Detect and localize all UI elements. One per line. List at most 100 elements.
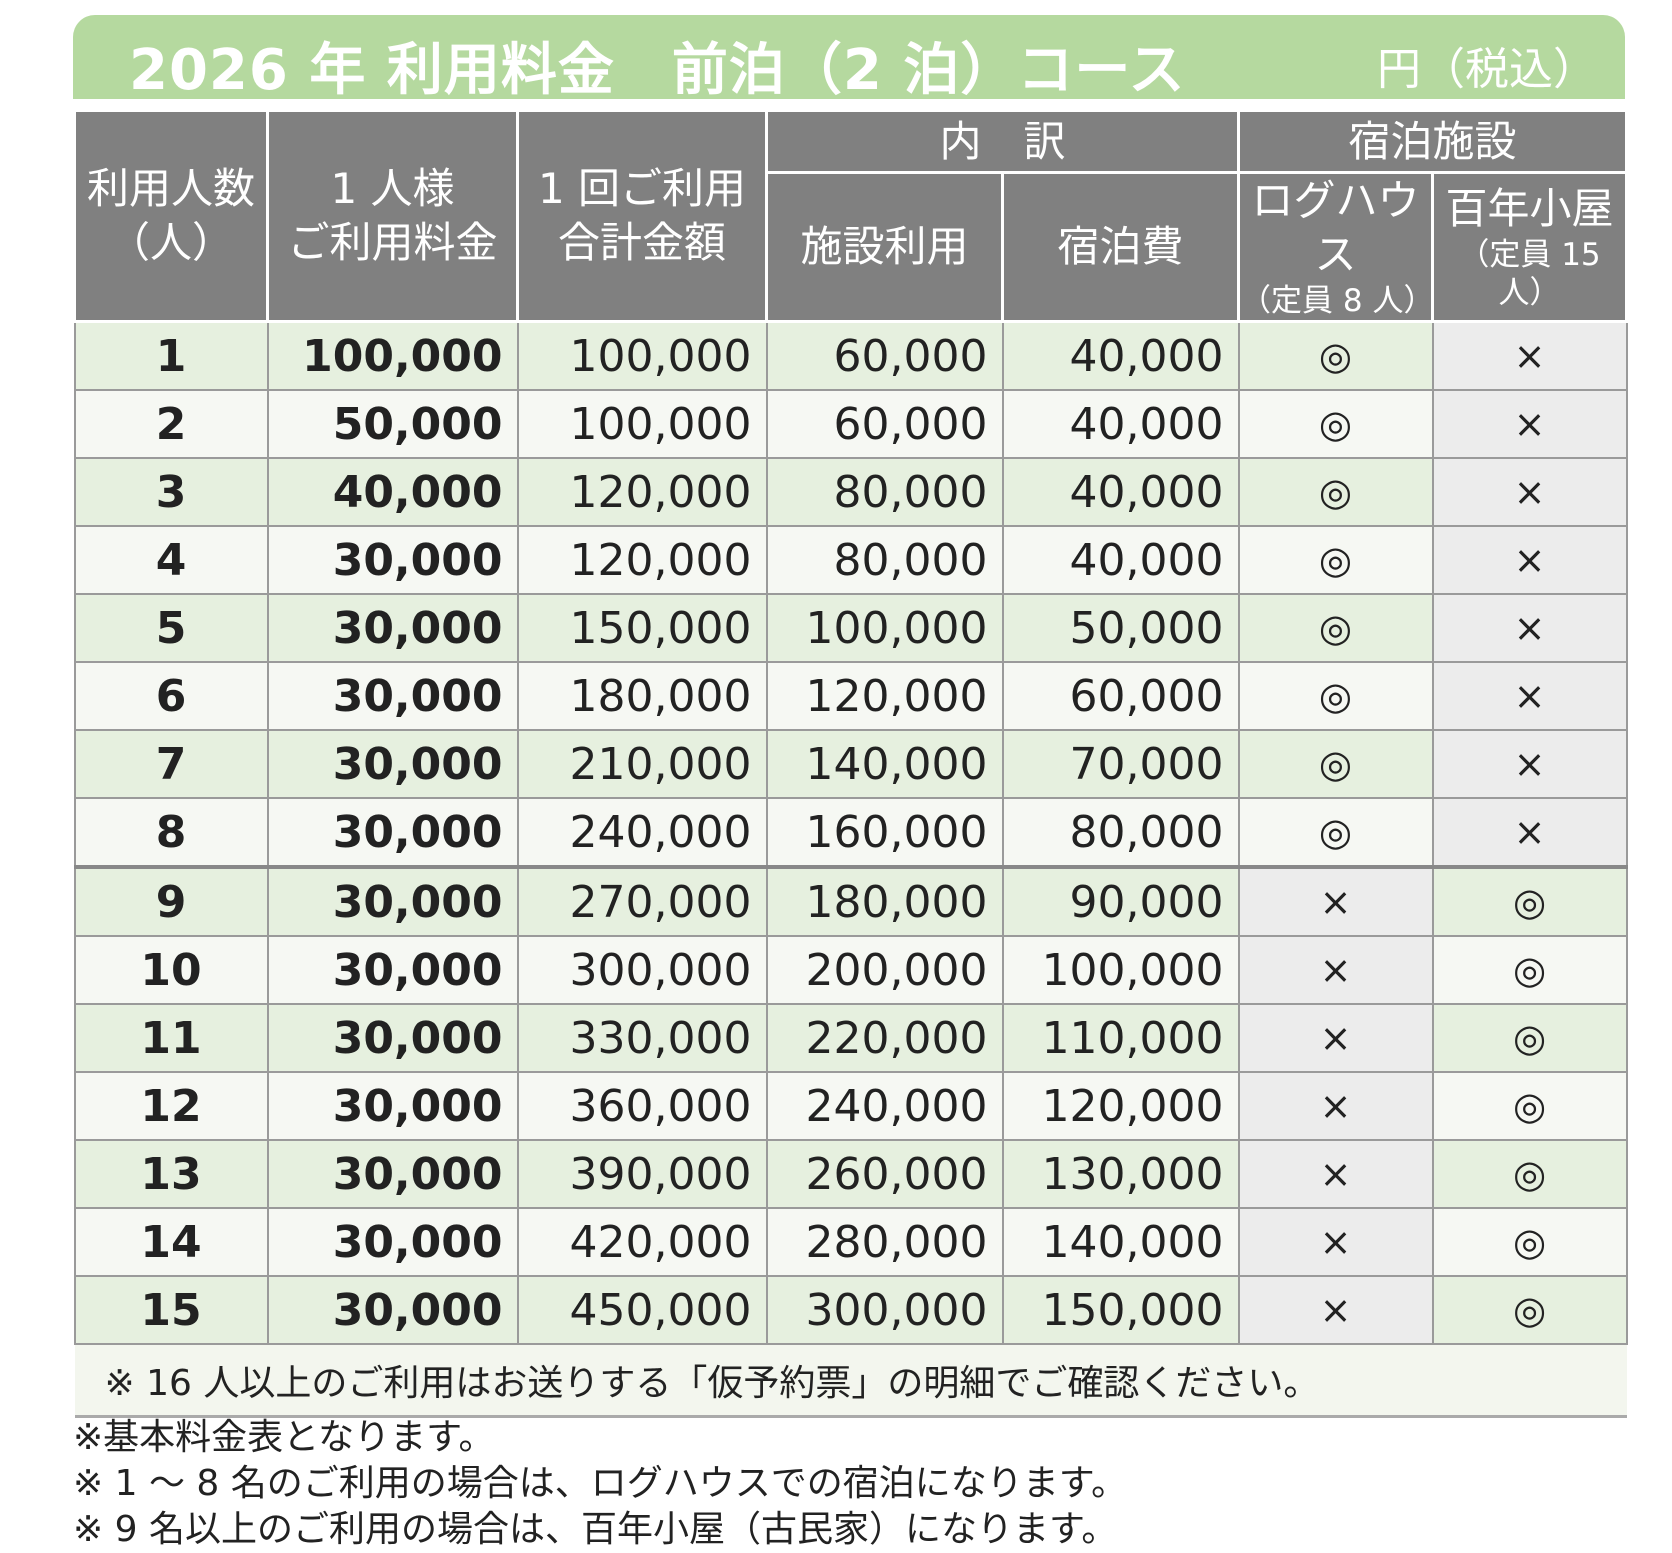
table-cell: ◎ bbox=[1237, 661, 1434, 731]
header-text: ログハウス bbox=[1251, 176, 1420, 279]
unit: 円（税込） bbox=[1377, 44, 1597, 95]
table-cell: 180,000 bbox=[516, 661, 768, 731]
table-cell: × bbox=[1237, 1139, 1434, 1209]
table-row: 11 30,000 330,000 220,000 110,000 × ◎ bbox=[73, 1003, 1628, 1073]
table-cell: 300,000 bbox=[516, 935, 768, 1005]
table-cell: × bbox=[1237, 1003, 1434, 1073]
table-cell: 60,000 bbox=[765, 389, 1004, 459]
table-cell: 70,000 bbox=[1001, 729, 1240, 799]
header-text: （人） bbox=[107, 218, 234, 267]
table-cell: × bbox=[1431, 457, 1628, 527]
table-cell: 280,000 bbox=[765, 1207, 1004, 1277]
table-cell: 260,000 bbox=[765, 1139, 1004, 1209]
note-row: ※ 16 人以上のご利用はお送りする「仮予約票」の明細でご確認ください。 bbox=[74, 1344, 1627, 1418]
table-cell: × bbox=[1431, 525, 1628, 595]
table-row: 8 30,000 240,000 160,000 80,000 ◎ × bbox=[73, 797, 1628, 868]
table-cell: ◎ bbox=[1431, 1207, 1628, 1277]
table-cell: 210,000 bbox=[516, 729, 768, 799]
table-cell: 180,000 bbox=[765, 865, 1004, 937]
table-cell: 30,000 bbox=[266, 1275, 519, 1345]
table-cell: 15 bbox=[73, 1275, 269, 1345]
header-cell: 利用人数 （人） bbox=[73, 109, 269, 323]
table-cell: ◎ bbox=[1431, 1071, 1628, 1141]
table-cell: 100,000 bbox=[516, 320, 768, 391]
table-cell: 80,000 bbox=[1001, 797, 1240, 868]
header-cell: 1 人様ご利用料金 bbox=[266, 109, 519, 323]
price-table: 利用人数 （人） 1 人様 ご利用料金 1 回ご利用 合計金額 内 訳 宿泊施設 施設… bbox=[73, 109, 1629, 1418]
table-row: 13 30,000 390,000 260,000 130,000 × ◎ bbox=[73, 1139, 1628, 1209]
table-cell: 7 bbox=[73, 729, 269, 799]
table-row: 14 30,000 420,000 280,000 140,000 × ◎ bbox=[73, 1207, 1628, 1277]
table-cell: ◎ bbox=[1237, 525, 1434, 595]
table-cell: 420,000 bbox=[516, 1207, 768, 1277]
footnote: ※ 9 名以上のご利用の場合は、百年小屋（古民家）になります。 bbox=[73, 1509, 1118, 1550]
table-cell: 240,000 bbox=[516, 797, 768, 868]
table-cell: 40,000 bbox=[266, 457, 519, 527]
header-cell: 宿泊施設 bbox=[1237, 109, 1629, 174]
table-cell: ◎ bbox=[1237, 729, 1434, 799]
table-cell: 30,000 bbox=[266, 935, 519, 1005]
table-row: 1 100,000 100,000 60,000 40,000 ◎ × bbox=[73, 320, 1628, 391]
table-cell: × bbox=[1237, 935, 1434, 1005]
table-cell: 30,000 bbox=[266, 525, 519, 595]
table-cell: 300,000 bbox=[765, 1275, 1004, 1345]
table-cell: 6 bbox=[73, 661, 269, 731]
table-cell: 50,000 bbox=[1001, 593, 1240, 663]
header-text: ご利用料金 bbox=[287, 218, 498, 267]
table-cell: × bbox=[1237, 865, 1434, 937]
table-cell: 100,000 bbox=[765, 593, 1004, 663]
table-cell: 8 bbox=[73, 797, 269, 868]
footnote: ※基本料金表となります。 bbox=[73, 1417, 495, 1458]
table-cell: 40,000 bbox=[1001, 320, 1240, 391]
table-body: 1 100,000 100,000 60,000 40,000 ◎ × 2 50,000 100,… bbox=[73, 320, 1628, 1418]
table-row: 12 30,000 360,000 240,000 120,000 × ◎ bbox=[73, 1071, 1628, 1141]
table-cell: 140,000 bbox=[1001, 1207, 1240, 1277]
table-cell: 100,000 bbox=[516, 389, 768, 459]
table-cell: 100,000 bbox=[1001, 935, 1240, 1005]
table-cell: 80,000 bbox=[765, 525, 1004, 595]
table-cell: 30,000 bbox=[266, 729, 519, 799]
header-text: 百年小屋 bbox=[1445, 184, 1614, 233]
table-cell: × bbox=[1431, 389, 1628, 459]
table-cell: 4 bbox=[73, 525, 269, 595]
table-cell: 100,000 bbox=[266, 320, 519, 391]
table-cell: 130,000 bbox=[1001, 1139, 1240, 1209]
table-row: 7 30,000 210,000 140,000 70,000 ◎ × bbox=[73, 729, 1628, 799]
table-cell: × bbox=[1237, 1275, 1434, 1345]
table-cell: 13 bbox=[73, 1139, 269, 1209]
table-cell: 50,000 bbox=[266, 389, 519, 459]
table-cell: ◎ bbox=[1237, 389, 1434, 459]
table-cell: 60,000 bbox=[1001, 661, 1240, 731]
table-cell: 330,000 bbox=[516, 1003, 768, 1073]
table-cell: 30,000 bbox=[266, 1139, 519, 1209]
table-cell: 80,000 bbox=[765, 457, 1004, 527]
header-text: 1 回ご利用 bbox=[537, 164, 747, 213]
header-text: 1 人様 bbox=[330, 164, 455, 213]
table-cell: 10 bbox=[73, 935, 269, 1005]
table-row: 6 30,000 180,000 120,000 60,000 ◎ × bbox=[73, 661, 1628, 731]
table-cell: 270,000 bbox=[516, 865, 768, 937]
table-cell: 120,000 bbox=[1001, 1071, 1240, 1141]
header-subtext: （定員 8 人） bbox=[1240, 283, 1435, 319]
table-cell: 150,000 bbox=[516, 593, 768, 663]
footnote: ※ 1 ～ 8 名のご利用の場合は、ログハウスでの宿泊になります。 bbox=[73, 1463, 1128, 1504]
table-cell: 90,000 bbox=[1001, 865, 1240, 937]
table-cell: 390,000 bbox=[516, 1139, 768, 1209]
table-row: 9 30,000 270,000 180,000 90,000 × ◎ bbox=[73, 865, 1628, 937]
table-cell: × bbox=[1431, 661, 1628, 731]
table-cell: 120,000 bbox=[516, 457, 768, 527]
table-cell: 11 bbox=[73, 1003, 269, 1073]
table-cell: 1 bbox=[73, 320, 269, 391]
header-cell: 百年小屋 （定員 15 人） bbox=[1431, 171, 1629, 323]
header-cell: 1 回ご利用 合計金額 bbox=[516, 109, 768, 323]
table-cell: 120,000 bbox=[765, 661, 1004, 731]
header-text: 合計金額 bbox=[557, 218, 726, 267]
table-cell: ◎ bbox=[1431, 1275, 1628, 1345]
table-row: 15 30,000 450,000 300,000 150,000 × ◎ bbox=[73, 1275, 1628, 1345]
table-cell: 450,000 bbox=[516, 1275, 768, 1345]
table-cell: × bbox=[1431, 593, 1628, 663]
table-cell: 30,000 bbox=[266, 865, 519, 937]
table-cell: 2 bbox=[73, 389, 269, 459]
table-cell: 240,000 bbox=[765, 1071, 1004, 1141]
